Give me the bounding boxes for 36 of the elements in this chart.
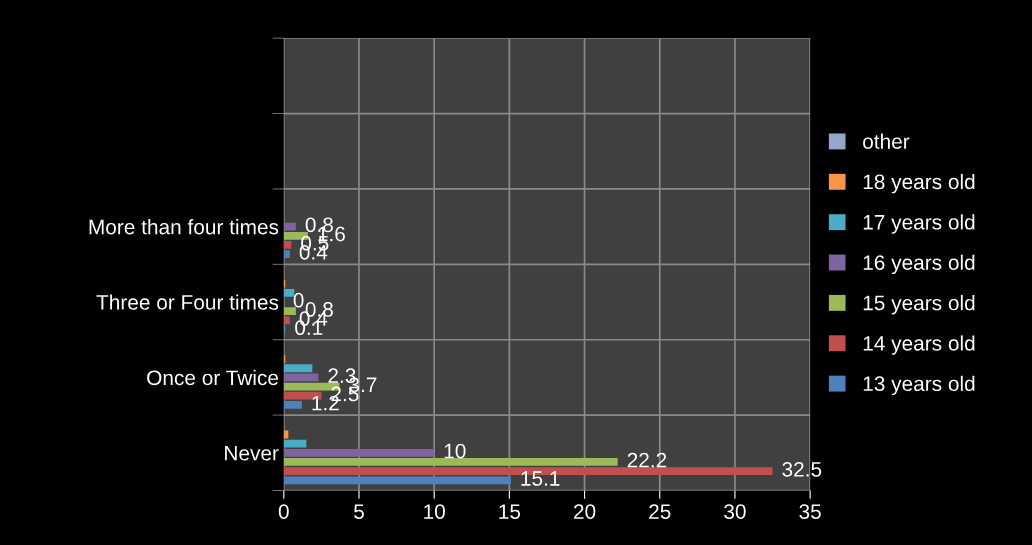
data-label: 32.5	[782, 461, 822, 477]
bar	[283, 458, 618, 466]
y-tick-label: Never	[225, 446, 279, 461]
legend-label: 16 years old	[863, 254, 975, 275]
bar	[283, 448, 435, 457]
y-tick-label: Three or Four times	[96, 294, 279, 310]
x-tick-label: 30	[724, 504, 746, 519]
bar	[283, 241, 292, 249]
x-tick-label: 25	[649, 504, 671, 519]
x-tick-label: 0	[278, 504, 289, 519]
data-label: 22.2	[627, 452, 667, 468]
legend-label: 13 years old	[863, 375, 975, 396]
bar	[283, 316, 290, 325]
bar	[283, 364, 313, 373]
x-tick-label: 15	[499, 504, 521, 519]
x-tick-label: 20	[574, 504, 596, 519]
y-tick-label: Once or Twice	[147, 369, 279, 386]
data-label: 15.1	[521, 471, 560, 486]
bar	[283, 288, 295, 297]
legend-label: 14 years old	[863, 335, 975, 355]
y-tick-label: More than four times	[89, 219, 279, 235]
bar	[283, 250, 290, 258]
legend-label: 15 years old	[863, 295, 975, 315]
legend-label: 17 years old	[863, 214, 975, 234]
bar	[283, 400, 302, 409]
data-label: 0	[293, 292, 304, 308]
legend-label: other	[863, 133, 910, 149]
bar	[283, 476, 511, 485]
bar	[283, 222, 296, 231]
bar	[283, 439, 307, 448]
x-tick-label: 5	[354, 504, 364, 519]
legend-label: 18 years old	[863, 173, 975, 194]
data-label: 10	[444, 443, 466, 459]
x-tick-label: 35	[799, 504, 821, 519]
bar	[283, 307, 296, 316]
x-tick-label: 10	[424, 504, 445, 519]
